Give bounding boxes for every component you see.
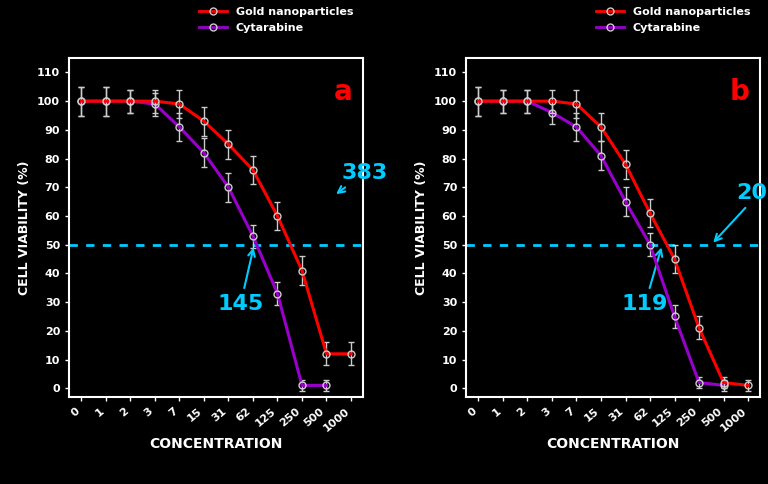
- Legend: Gold nanoparticles, Cytarabine: Gold nanoparticles, Cytarabine: [194, 2, 358, 37]
- X-axis label: CONCENTRATION: CONCENTRATION: [150, 438, 283, 452]
- Legend: Gold nanoparticles, Cytarabine: Gold nanoparticles, Cytarabine: [591, 2, 755, 37]
- Text: b: b: [730, 78, 750, 106]
- Text: 383: 383: [338, 163, 387, 193]
- Y-axis label: CELL VIABILITY (%): CELL VIABILITY (%): [18, 160, 31, 295]
- X-axis label: CONCENTRATION: CONCENTRATION: [547, 438, 680, 452]
- Text: 145: 145: [217, 250, 264, 314]
- Text: 207: 207: [715, 183, 768, 241]
- Text: 119: 119: [622, 250, 668, 314]
- Text: a: a: [333, 78, 352, 106]
- Y-axis label: CELL VIABILITY (%): CELL VIABILITY (%): [415, 160, 429, 295]
